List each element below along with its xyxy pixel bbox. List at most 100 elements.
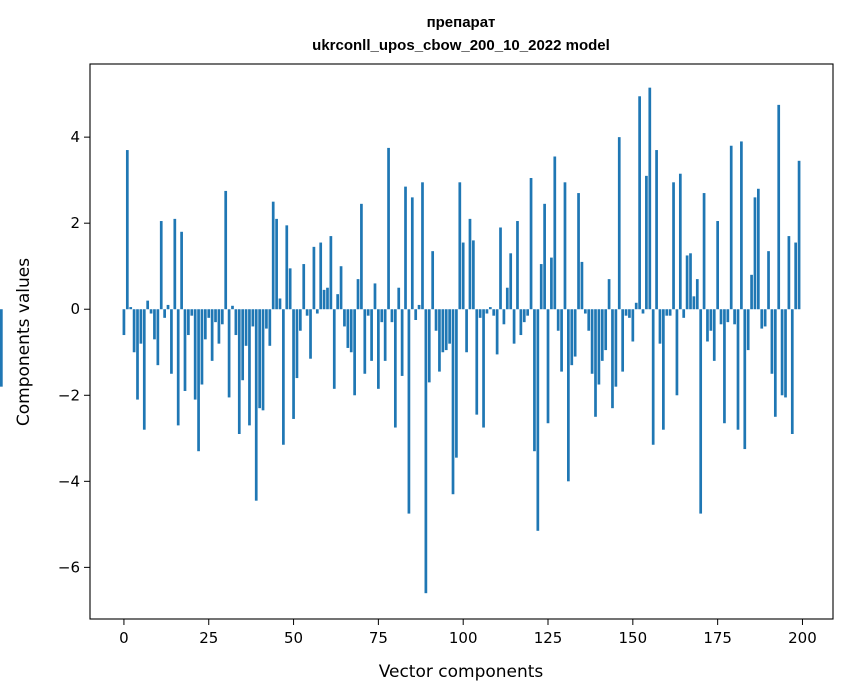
bar (641, 309, 645, 314)
bar (499, 227, 502, 310)
bar (757, 188, 760, 310)
bar (322, 289, 326, 310)
bar (180, 231, 183, 310)
bar (421, 182, 424, 310)
y-tick-label: 0 (70, 300, 80, 318)
bar (187, 309, 190, 336)
bar (393, 309, 397, 428)
bar (723, 309, 726, 424)
bar (373, 283, 377, 310)
chart-title-line2: ukrconll_upos_cbow_200_10_2022 model (312, 37, 610, 54)
bar (431, 251, 435, 310)
bar (472, 240, 475, 310)
bar (397, 287, 401, 310)
bar (346, 309, 350, 348)
bar (516, 221, 519, 310)
bar (265, 309, 268, 329)
x-tick-label: 25 (199, 629, 218, 647)
bar (424, 309, 428, 594)
x-tick-label: 150 (619, 629, 648, 647)
bar (241, 309, 245, 381)
bar (729, 145, 733, 310)
bar (556, 309, 560, 331)
bar (543, 203, 546, 310)
bar (631, 309, 635, 342)
bar (332, 309, 336, 389)
bar (404, 186, 407, 310)
x-tick-label: 175 (703, 629, 732, 647)
bar (305, 309, 309, 316)
bar (529, 178, 533, 310)
chart-title-line1: препарат (427, 14, 496, 31)
y-axis-ticks: −6 −4 −2 0 2 4 (58, 128, 90, 576)
bar (614, 309, 618, 387)
bar (492, 309, 496, 316)
bar (166, 304, 170, 310)
bar (580, 261, 584, 310)
bar (767, 251, 770, 310)
bar (438, 309, 441, 372)
bar (740, 141, 743, 310)
plot-frame (89, 63, 834, 620)
y-tick-label: −2 (58, 386, 80, 404)
bar (309, 309, 312, 359)
bar (156, 309, 160, 366)
bar (326, 287, 329, 310)
bar (628, 309, 631, 318)
y-tick-label: −4 (58, 472, 80, 490)
bar (217, 309, 221, 344)
x-tick-label: 100 (449, 629, 478, 647)
bar (271, 201, 275, 310)
x-axis-ticks: 0 25 50 75 100 125 150 175 200 (119, 619, 817, 647)
bar (170, 309, 173, 374)
bar (607, 279, 611, 310)
bar (258, 309, 261, 409)
bar (539, 264, 543, 310)
bar (668, 309, 672, 316)
bar (567, 309, 570, 482)
bar (536, 309, 540, 531)
bar (254, 309, 258, 501)
bar (495, 309, 499, 355)
bar (136, 309, 139, 400)
bar (261, 309, 265, 411)
bar (522, 309, 526, 323)
bar (451, 309, 455, 495)
bar (237, 309, 241, 434)
bar (173, 218, 177, 310)
bar (604, 309, 608, 351)
bar (414, 309, 418, 320)
bar (390, 309, 394, 323)
bar (743, 309, 747, 450)
bar (577, 193, 580, 310)
bar (692, 296, 696, 310)
y-axis-label: Components values (14, 258, 34, 426)
bar (570, 309, 574, 366)
bar (780, 309, 784, 396)
bar (441, 309, 445, 353)
bar (733, 309, 736, 325)
bar (624, 309, 628, 316)
bar (285, 225, 289, 310)
bar (689, 253, 692, 310)
bar (546, 309, 550, 424)
bar (142, 309, 146, 430)
bar (678, 173, 682, 310)
bar (600, 309, 604, 361)
bar (461, 242, 465, 310)
bar (634, 302, 638, 310)
bar (750, 274, 753, 310)
bar (132, 309, 136, 353)
bar (763, 309, 767, 327)
bar (658, 309, 662, 344)
bar (251, 309, 255, 327)
bar (455, 309, 458, 458)
bar (407, 309, 411, 514)
bar (448, 309, 451, 344)
bar (329, 236, 333, 310)
bar (207, 309, 211, 318)
bar (356, 279, 360, 310)
bar (526, 309, 530, 316)
bar (197, 309, 200, 452)
bar (478, 309, 482, 318)
